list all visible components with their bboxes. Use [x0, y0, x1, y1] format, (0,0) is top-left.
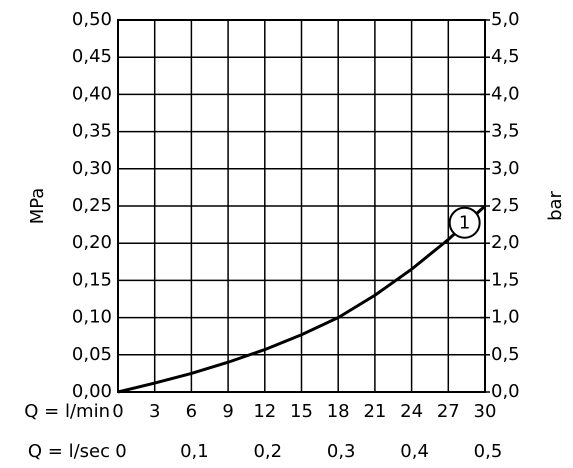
y-tick-label: 0,15: [72, 269, 112, 290]
x-tick-label: 27: [437, 401, 460, 422]
y-tick-label: 0,40: [72, 83, 112, 104]
x-tick-label: 15: [290, 401, 313, 422]
curve: [117, 204, 487, 394]
curve-label-circle: [448, 206, 481, 239]
y-tick-label: 0,30: [72, 158, 112, 179]
y2-tick-label: 3,5: [491, 121, 520, 142]
y2-tick-label: 2,5: [491, 195, 520, 216]
x2-tick-label: 0,1: [180, 441, 209, 462]
curve-label: 1: [459, 213, 470, 234]
x2-axis-title: Q = l/sec: [28, 441, 110, 462]
x2-tick-label: 0,3: [327, 441, 356, 462]
x-tick-label: 30: [474, 401, 497, 422]
y-tick-label: 0,25: [72, 195, 112, 216]
x-tick-label: 0: [112, 401, 123, 422]
x2-tick-label: 0,4: [400, 441, 429, 462]
y-tick-label: 0,10: [72, 307, 112, 328]
x-tick-label: 21: [363, 401, 386, 422]
y2-tick-label: 0,5: [491, 344, 520, 365]
y-tick-label: 0,00: [72, 381, 112, 402]
x2-tick-label: 0: [115, 441, 126, 462]
y2-axis-title: bar: [545, 190, 566, 220]
y-axis-title: MPa: [27, 188, 48, 225]
y-tick-label: 0,45: [72, 46, 112, 67]
y2-tick-label: 1,0: [491, 307, 520, 328]
x-tick-label: 9: [222, 401, 233, 422]
y-tick-label: 0,05: [72, 344, 112, 365]
y2-tick-label: 2,0: [491, 232, 520, 253]
x-tick-label: 18: [327, 401, 350, 422]
x-tick-label: 24: [400, 401, 423, 422]
y-tick-label: 0,20: [72, 232, 112, 253]
x2-tick-label: 0,2: [253, 441, 282, 462]
x2-tick-label: 0,5: [474, 441, 503, 462]
y2-tick-label: 0,0: [491, 381, 520, 402]
x-axis-title: Q = l/min: [24, 401, 110, 422]
x-tick-label: 6: [186, 401, 197, 422]
y-tick-label: 0,35: [72, 121, 112, 142]
y2-tick-label: 1,5: [491, 269, 520, 290]
y2-tick-label: 5,0: [491, 9, 520, 30]
x-tick-label: 3: [149, 401, 160, 422]
y-tick-label: 0,50: [72, 9, 112, 30]
y2-tick-label: 4,0: [491, 83, 520, 104]
x-tick-label: 12: [253, 401, 276, 422]
y2-tick-label: 3,0: [491, 158, 520, 179]
y2-tick-label: 4,5: [491, 46, 520, 67]
